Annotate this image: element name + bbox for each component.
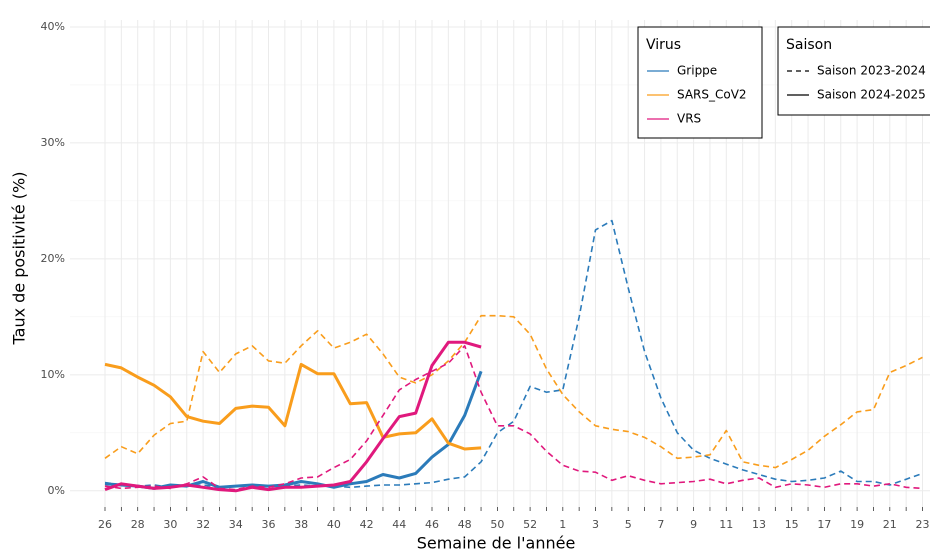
x-tick-label: 36 <box>262 518 276 531</box>
x-tick-label: 19 <box>850 518 864 531</box>
x-tick-label: 7 <box>657 518 664 531</box>
x-tick-label: 42 <box>360 518 374 531</box>
dashed-line <box>104 314 923 469</box>
x-tick-label: 46 <box>425 518 439 531</box>
y-tick-label: 20% <box>41 252 65 265</box>
x-tick-label: 38 <box>294 518 308 531</box>
legend-label: Grippe <box>677 64 717 78</box>
x-tick-label: 23 <box>916 518 930 531</box>
y-tick-label: 30% <box>41 136 65 149</box>
legend-title: Saison <box>786 37 832 53</box>
x-tick-label: 11 <box>719 518 733 531</box>
x-tick-label: 40 <box>327 518 341 531</box>
x-tick-label: 5 <box>625 518 632 531</box>
x-tick-label: 30 <box>163 518 177 531</box>
y-tick-label: 0% <box>48 484 65 497</box>
x-tick-label: 34 <box>229 518 243 531</box>
solid-line <box>104 370 483 490</box>
lines <box>104 219 923 493</box>
y-tick-label: 40% <box>41 20 65 33</box>
x-tick-label: 1 <box>559 518 566 531</box>
x-tick-label: 52 <box>523 518 537 531</box>
x-tick-label: 26 <box>98 518 112 531</box>
dashed-line <box>104 219 923 489</box>
legend: Virus Grippe SARS_CoV2 VRS Saison Saison 2023… <box>637 26 930 139</box>
y-tick-label: 10% <box>41 368 65 381</box>
solid-line <box>104 340 482 493</box>
x-axis-title: Semaine de l'année <box>417 534 576 553</box>
x-tick-label: 50 <box>490 518 504 531</box>
legend-label: Saison 2023-2024 <box>817 64 926 78</box>
x-tick-label: 15 <box>785 518 799 531</box>
legend-label: Saison 2024-2025 <box>817 88 926 102</box>
solid-line <box>104 362 482 451</box>
x-tick-label: 17 <box>817 518 831 531</box>
x-tick-label: 21 <box>883 518 897 531</box>
x-tick-label: 32 <box>196 518 210 531</box>
x-tick-label: 9 <box>690 518 697 531</box>
legend-label: SARS_CoV2 <box>677 88 747 102</box>
x-tick-label: 48 <box>458 518 472 531</box>
x-tick-label: 13 <box>752 518 766 531</box>
y-axis-title: Taux de positivité (%) <box>10 172 29 346</box>
x-tick-label: 3 <box>592 518 599 531</box>
legend-label: VRS <box>677 112 701 126</box>
x-tick-label: 28 <box>131 518 145 531</box>
legend-title: Virus <box>646 37 681 53</box>
x-tick-label: 44 <box>392 518 406 531</box>
legend-box <box>777 26 930 116</box>
